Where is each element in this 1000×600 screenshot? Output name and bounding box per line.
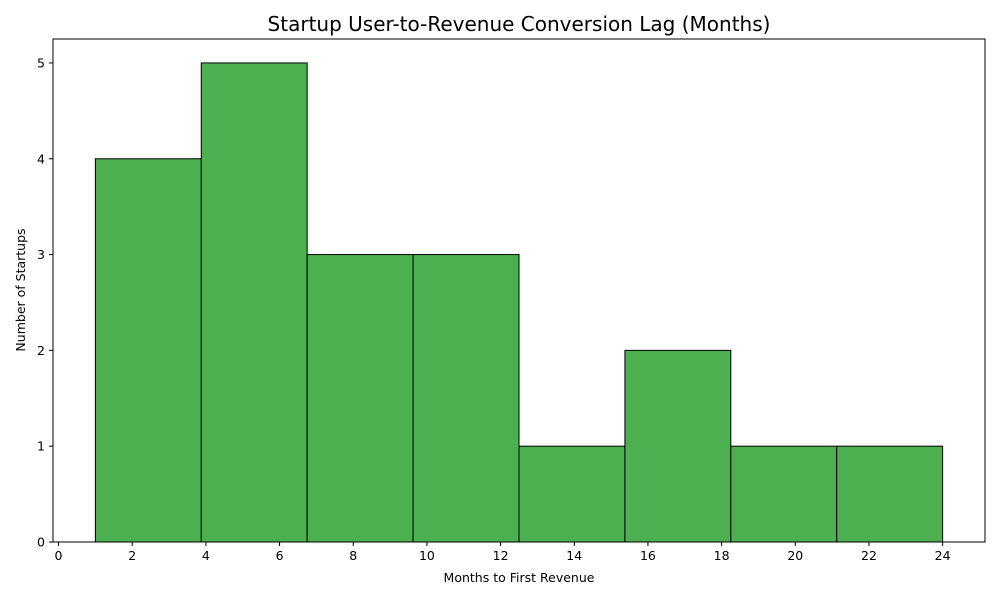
x-tick-label: 24 [935,548,951,563]
histogram-bar [518,445,626,543]
x-axis-label: Months to First Revenue [444,570,595,585]
histogram-bar [624,349,732,543]
x-tick-label: 18 [714,548,730,563]
y-tick-label: 2 [37,343,45,358]
x-tick-label: 20 [787,548,803,563]
y-tick-label: 1 [37,439,45,454]
histogram-bar [412,254,520,543]
x-tick-label: 8 [349,548,357,563]
y-tick-label: 3 [37,247,45,262]
y-tick-label: 5 [37,55,45,70]
plot-area-frame [52,38,986,543]
x-tick-label: 22 [861,548,877,563]
x-axis-ticks: 0 2 4 6 8 10 12 14 16 18 20 22 24 [55,542,951,563]
y-tick-label: 0 [37,535,45,550]
x-tick-label: 12 [493,548,509,563]
x-tick-label: 2 [128,548,136,563]
histogram-bar [200,62,308,543]
x-tick-label: 16 [640,548,656,563]
y-axis-label: Number of Startups [13,228,28,351]
chart-title: Startup User-to-Revenue Conversion Lag (… [268,12,771,36]
bars-group [94,62,944,543]
histogram-bar [836,445,944,543]
x-tick-label: 0 [55,548,63,563]
x-tick-label: 6 [276,548,284,563]
x-tick-label: 4 [202,548,210,563]
y-tick-label: 4 [37,151,45,166]
histogram-bar [306,254,414,543]
x-tick-label: 10 [419,548,435,563]
x-tick-label: 14 [566,548,582,563]
y-axis-ticks: 0 1 2 3 4 5 [37,55,53,550]
histogram-bar [94,158,202,543]
histogram-bar [730,445,838,543]
